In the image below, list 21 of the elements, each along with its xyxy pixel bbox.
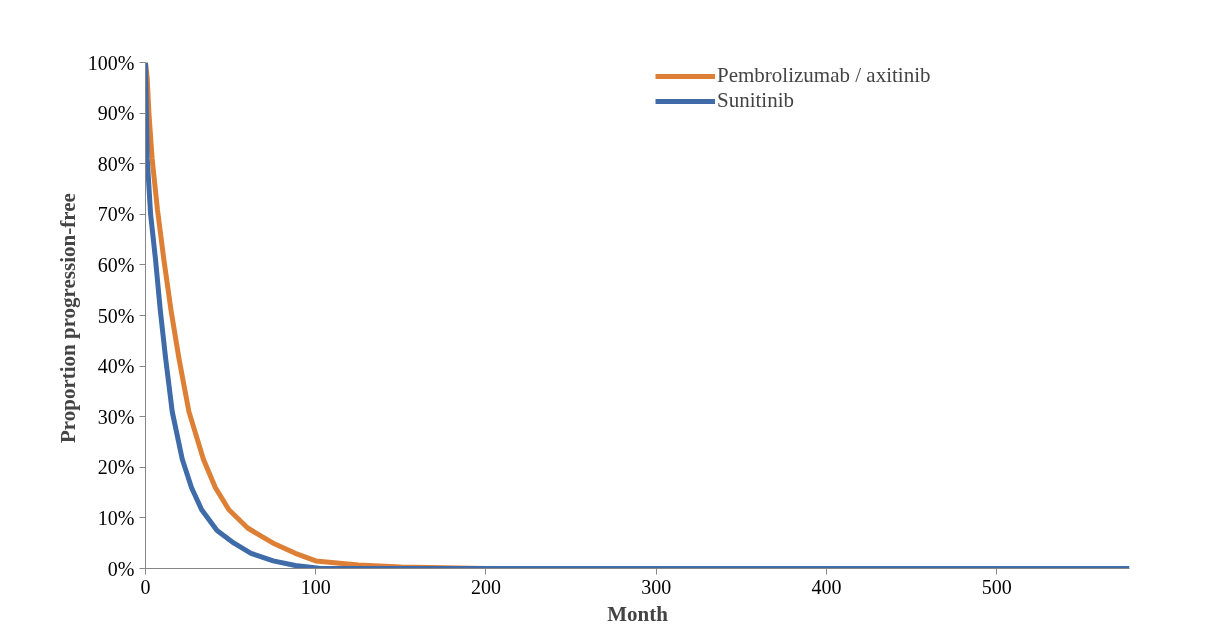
x-axis-title: Month	[607, 601, 669, 626]
y-tick-label: 0%	[107, 557, 135, 580]
y-tick-label: 80%	[97, 152, 135, 175]
y-tick-label: 90%	[97, 102, 135, 125]
y-tick-label: 40%	[97, 355, 135, 378]
y-tick-label: 20%	[97, 456, 135, 479]
y-tick-label: 70%	[97, 203, 135, 226]
y-tick-label: 50%	[97, 304, 135, 327]
x-tick-label: 100	[300, 575, 331, 598]
y-tick-label: 30%	[97, 405, 135, 428]
x-tick-label: 300	[641, 575, 672, 598]
x-tick-label: 200	[470, 575, 501, 598]
x-tick-label: 0	[140, 575, 151, 598]
x-tick-label: 400	[811, 575, 842, 598]
legend-label: Pembrolizumab / axitinib	[717, 63, 931, 88]
x-tick-label: 500	[981, 575, 1012, 598]
y-tick-label: 10%	[97, 506, 135, 529]
y-tick-label: 100%	[87, 51, 135, 74]
y-axis-title: Proportion progression-free	[55, 193, 80, 444]
y-tick-label: 60%	[97, 253, 135, 276]
legend-label: Sunitinib	[717, 88, 795, 113]
